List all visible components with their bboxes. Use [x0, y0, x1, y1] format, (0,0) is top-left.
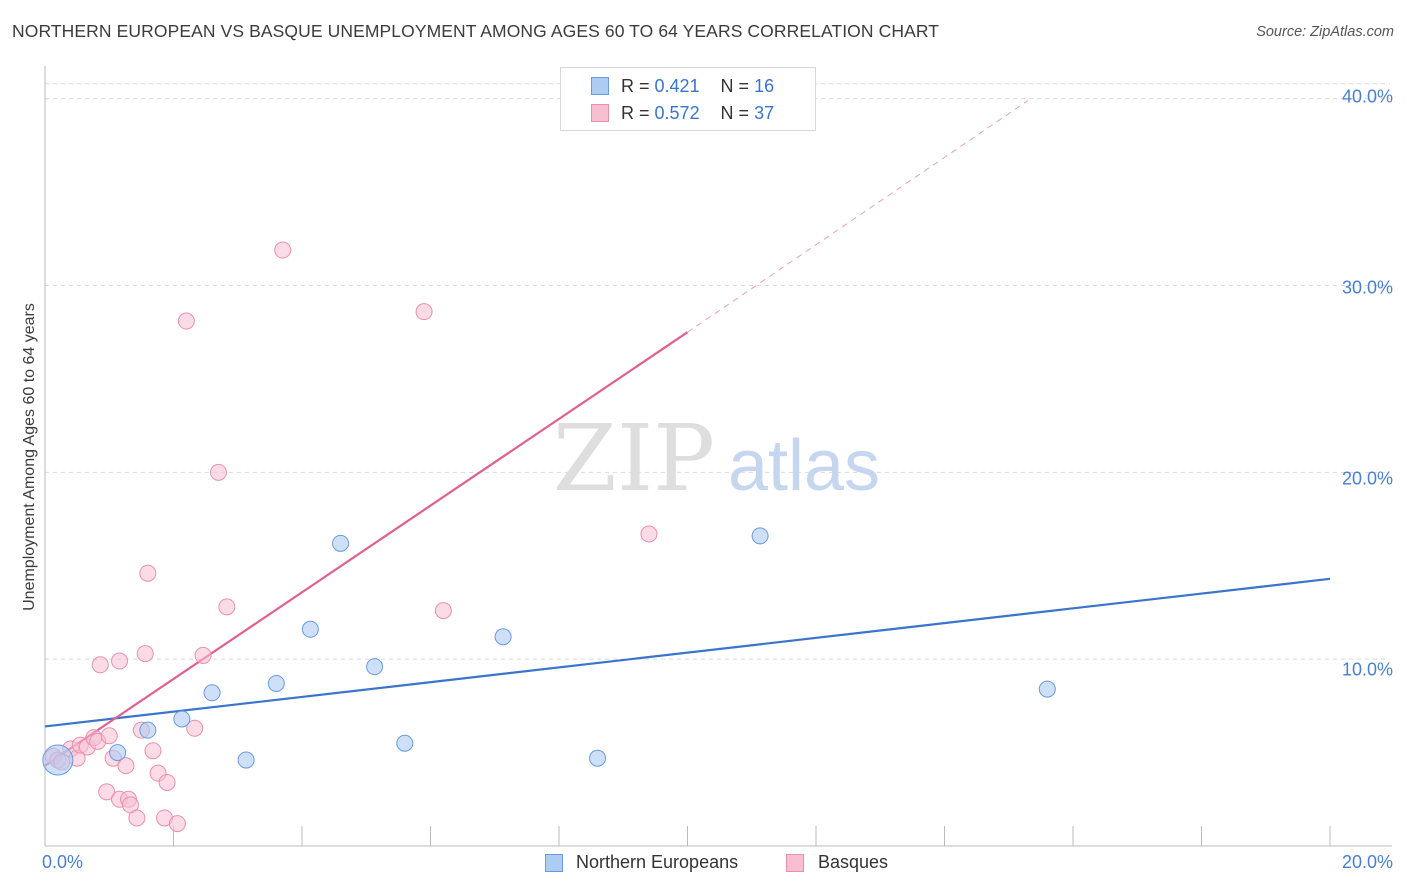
basques-point: [415, 303, 433, 321]
northern-europeans-point: [366, 658, 384, 676]
y-tick-label-30: 30.0%: [1341, 277, 1393, 298]
basques-points: [44, 241, 658, 833]
grid-lines: [45, 83, 1390, 660]
basques-point: [186, 719, 204, 737]
basques-point: [177, 312, 195, 330]
basques-point: [128, 809, 146, 827]
northern-europeans-point: [494, 628, 512, 646]
watermark: ZIP atlas: [553, 405, 880, 512]
x-tick-label-min: 0.0%: [42, 852, 84, 872]
legend-r-label: R =: [621, 75, 650, 96]
basques-point: [111, 652, 129, 670]
trend-line-basques-extension: [687, 100, 1029, 333]
northern-europeans-point: [237, 751, 255, 769]
legend-n-label: N =: [720, 102, 750, 123]
legend-n-label: N =: [720, 75, 750, 96]
northern-europeans-point: [139, 721, 157, 739]
basques-point: [158, 773, 176, 791]
northern-europeans-point: [1038, 680, 1056, 698]
legend-n-value: 37: [754, 102, 775, 123]
y-axis-label: Unemployment Among Ages 60 to 64 years: [21, 303, 38, 611]
basques-point: [168, 815, 186, 833]
northern-europeans-point: [301, 620, 319, 638]
watermark-zip: ZIP: [553, 405, 715, 512]
x-tick-label-max: 20.0%: [1341, 852, 1393, 872]
northern-europeans-point: [173, 710, 191, 728]
legend-row-basques: R = 0.572 N = 37: [621, 101, 774, 125]
basques-point: [139, 564, 157, 582]
basques-point: [274, 241, 292, 259]
basques-point: [144, 742, 162, 760]
northern-europeans-point: [589, 749, 607, 767]
northern-europeans-point: [109, 744, 127, 762]
y-tick-label-10: 10.0%: [1341, 659, 1393, 680]
basques-point: [100, 727, 118, 745]
legend-swatch-blue: [591, 77, 609, 95]
northern-europeans-point: [751, 527, 769, 545]
northern-europeans-point: [332, 534, 350, 552]
basques-point: [194, 646, 212, 664]
northern-europeans-point: [42, 744, 74, 776]
y-tick-label-40: 40.0%: [1341, 86, 1393, 107]
bottom-legend-swatch-blue: [545, 854, 563, 872]
basques-point: [136, 645, 154, 663]
trend-line-basques: [44, 331, 689, 767]
source-label: Source: ZipAtlas.com: [1256, 24, 1394, 40]
chart-title: NORTHERN EUROPEAN VS BASQUE UNEMPLOYMENT…: [12, 21, 940, 41]
northern-europeans-point: [267, 674, 285, 692]
y-tick-label-20: 20.0%: [1341, 468, 1393, 489]
legend-swatch-pink: [591, 104, 609, 122]
basques-point: [640, 525, 658, 543]
bottom-legend-northern: Northern Europeans: [576, 852, 739, 872]
northern-europeans-point: [396, 734, 414, 752]
basques-point: [209, 463, 227, 481]
bottom-legend-swatch-pink: [786, 854, 804, 872]
trend-line-northern-europeans: [44, 577, 1331, 728]
axes: [44, 66, 1392, 847]
northern-europeans-points: [42, 527, 1056, 776]
basques-point: [98, 783, 116, 801]
correlation-legend: R = 0.421 N = 16 R = 0.572 N = 37: [560, 67, 816, 131]
legend-r-value: 0.572: [654, 102, 700, 123]
legend-row-northern: R = 0.421 N = 16: [621, 74, 774, 98]
basques-point: [218, 598, 236, 616]
watermark-atlas: atlas: [728, 426, 880, 506]
legend-r-value: 0.421: [654, 75, 700, 96]
trend-lines: [44, 100, 1331, 767]
basques-point: [117, 757, 135, 775]
legend-n-value: 16: [754, 75, 775, 96]
bottom-legend-basques: Basques: [818, 852, 889, 872]
legend-r-label: R =: [621, 102, 650, 123]
basques-point: [91, 656, 109, 674]
northern-europeans-point: [203, 684, 221, 702]
basques-point: [434, 602, 452, 620]
